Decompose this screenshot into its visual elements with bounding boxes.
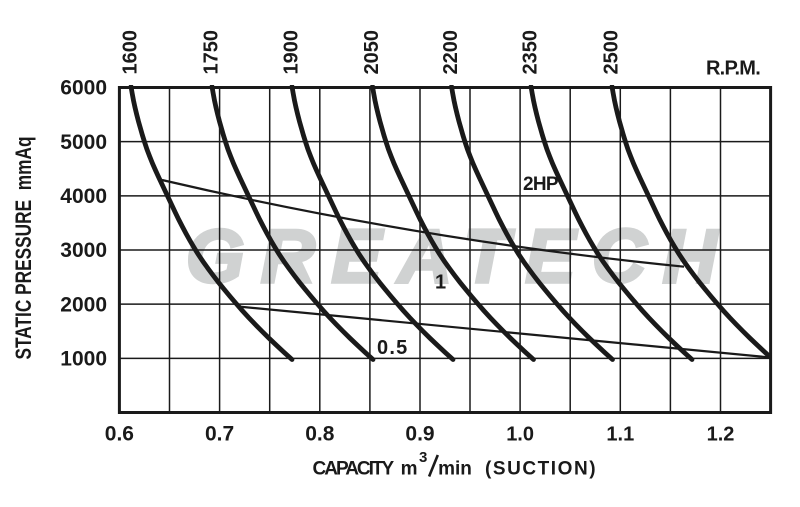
- svg-text:1: 1: [435, 272, 446, 294]
- svg-text:6000: 6000: [60, 77, 107, 100]
- svg-text:0.5: 0.5: [377, 337, 408, 359]
- svg-text:GREATECH: GREATECH: [186, 214, 733, 298]
- svg-text:3: 3: [419, 449, 427, 466]
- svg-text:1.1: 1.1: [606, 424, 634, 446]
- svg-text:0.7: 0.7: [205, 423, 234, 446]
- svg-text:3000: 3000: [60, 239, 107, 262]
- svg-text:1.0: 1.0: [506, 424, 534, 446]
- svg-text:2200: 2200: [440, 30, 462, 75]
- svg-text:4000: 4000: [60, 185, 107, 208]
- svg-text:m: m: [401, 459, 418, 480]
- svg-text:0.9: 0.9: [405, 423, 434, 446]
- svg-text:5000: 5000: [60, 131, 107, 154]
- svg-text:R.P.M.: R.P.M.: [706, 58, 760, 80]
- svg-text:(SUCTION): (SUCTION): [485, 459, 597, 480]
- svg-text:min: min: [438, 459, 472, 480]
- svg-text:1000: 1000: [60, 347, 107, 370]
- svg-text:1900: 1900: [281, 30, 303, 75]
- svg-text:2000: 2000: [60, 293, 107, 316]
- svg-text:0.6: 0.6: [105, 423, 134, 446]
- svg-text:2500: 2500: [601, 30, 623, 75]
- svg-text:STATIC PRESSURE mmAq: STATIC PRESSURE mmAq: [11, 137, 36, 360]
- svg-text:2050: 2050: [361, 30, 383, 75]
- svg-text:0.8: 0.8: [305, 423, 335, 446]
- svg-text:1.2: 1.2: [707, 424, 735, 446]
- svg-text:1600: 1600: [120, 30, 142, 75]
- svg-text:2350: 2350: [520, 30, 542, 75]
- svg-text:1750: 1750: [201, 30, 223, 75]
- svg-text:CAPACITY: CAPACITY: [313, 459, 395, 480]
- svg-text:2HP: 2HP: [523, 174, 559, 195]
